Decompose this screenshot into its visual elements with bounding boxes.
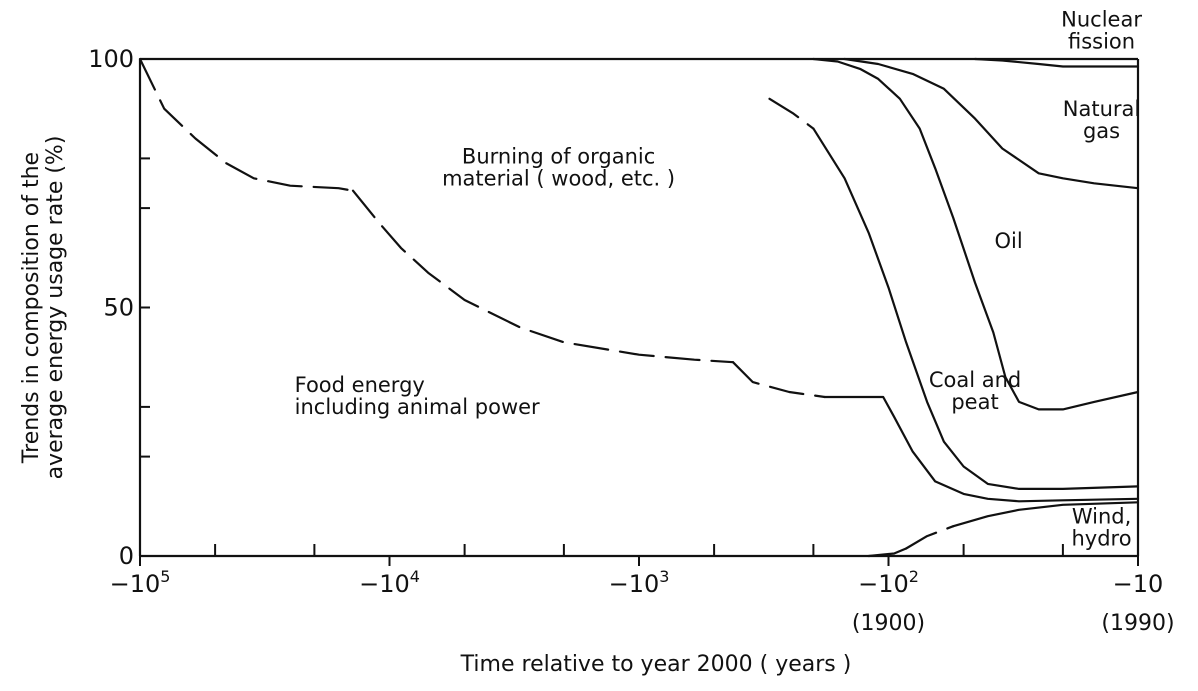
y-tick-label: 50 <box>103 294 134 322</box>
axis-ticks <box>139 58 1139 566</box>
x-tick-year-label: (1900) <box>852 611 925 636</box>
annotation-coal: peat <box>951 390 998 414</box>
x-tick-label: −102 <box>858 567 919 598</box>
boundary-coal-and-peat-oil <box>812 57 1140 411</box>
annotation-wind: hydro <box>1071 527 1131 551</box>
boundary-wind-hydro <box>905 525 955 550</box>
annotation-organic: material ( wood, etc. ) <box>442 166 675 190</box>
boundary-burning-of-organic-material-coal-and-peat <box>768 97 815 130</box>
annotation-nuclear: fission <box>1068 30 1135 54</box>
annotation-wind: Wind, <box>1072 505 1131 529</box>
x-tick-year-label: (1990) <box>1101 611 1174 636</box>
boundary-wind-hydro <box>952 501 1140 528</box>
annotation-natural_gas: gas <box>1083 119 1120 143</box>
annotation-nuclear: Nuclear <box>1061 8 1142 32</box>
boundary-natural-gas-nuclear-fission <box>973 57 1140 68</box>
x-axis-title: Time relative to year 2000 ( years ) <box>460 652 852 677</box>
boundary-curves <box>138 57 1140 558</box>
boundary-burning-of-organic-material-coal-and-peat <box>812 127 1140 490</box>
annotation-oil: Oil <box>995 229 1023 253</box>
boundary-food-energy-burning-of-organic-material <box>823 395 1140 503</box>
x-tick-label: −103 <box>609 567 670 598</box>
boundary-wind-hydro <box>867 547 908 558</box>
x-tick-label: −10 <box>1113 570 1164 598</box>
y-axis-title-line: average energy usage rate (%) <box>43 136 68 480</box>
y-axis-title: Trends in composition of the average ener… <box>19 136 68 480</box>
boundary-food-energy-burning-of-organic-material <box>351 189 735 364</box>
boundary-food-energy-burning-of-organic-material <box>138 57 355 192</box>
y-tick-label: 100 <box>88 45 134 73</box>
boundary-food-energy-burning-of-organic-material <box>731 361 826 399</box>
annotation-coal: Coal and <box>929 368 1021 392</box>
annotation-natural_gas: Natural <box>1063 97 1140 121</box>
annotation-organic: Burning of organic <box>462 144 655 168</box>
axis-tick-labels: −105 −104 −103 −102 (1900) −10 (1990) 0 50 100 <box>88 45 1174 636</box>
y-axis-title-line: Trends in composition of the <box>19 152 44 464</box>
annotation-food: Food energy <box>295 373 425 397</box>
annotation-food: including animal power <box>295 395 540 419</box>
boundary-oil-natural-gas <box>843 57 1140 190</box>
x-tick-label: −105 <box>110 567 171 598</box>
y-tick-label: 0 <box>119 542 134 570</box>
x-tick-label: −104 <box>359 567 420 598</box>
